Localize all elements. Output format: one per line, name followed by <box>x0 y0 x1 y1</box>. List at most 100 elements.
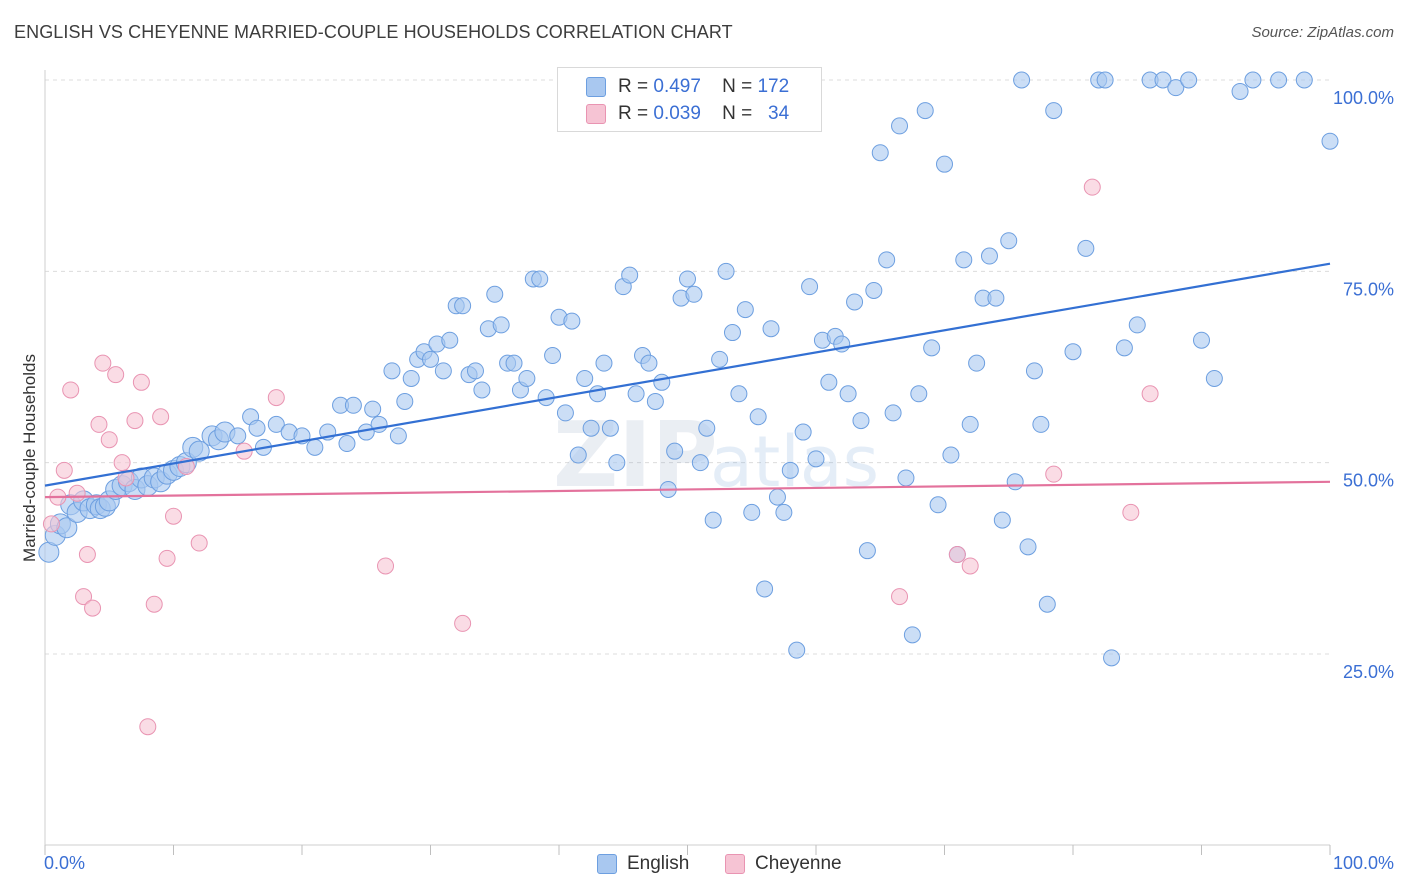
english-point <box>762 320 780 338</box>
english-point <box>820 373 838 391</box>
correlation-legend: R = 0.497 N = 172 R = 0.039 N = 34 <box>557 67 822 132</box>
english-point <box>306 438 324 456</box>
english-point <box>518 369 536 387</box>
english-point <box>698 419 716 437</box>
english-point <box>569 446 587 464</box>
english-point <box>891 117 909 135</box>
english-point <box>980 247 998 265</box>
english-point <box>775 503 793 521</box>
english-point <box>1295 71 1313 89</box>
english-point <box>1193 331 1210 349</box>
english-point <box>1019 538 1037 556</box>
english-point <box>878 251 896 269</box>
english-point <box>1128 316 1146 334</box>
english-point <box>1270 71 1288 89</box>
cheyenne-point <box>267 389 285 407</box>
english-point <box>1064 343 1082 361</box>
english-point <box>685 285 703 303</box>
trend-lines <box>44 262 1331 499</box>
data-points <box>38 71 1339 736</box>
english-point <box>486 285 504 303</box>
english-point <box>595 354 613 372</box>
legend-r-value: 0.039 <box>653 103 701 124</box>
english-point <box>531 270 549 288</box>
bottom-legend-label-cheyenne: Cheyenne <box>755 853 842 874</box>
cheyenne-point <box>90 415 108 433</box>
english-point <box>749 408 767 426</box>
bottom-legend-cheyenne: Cheyenne <box>725 852 842 876</box>
english-point <box>794 423 812 441</box>
bottom-legend-english: English <box>597 852 689 876</box>
english-point <box>1115 339 1133 357</box>
cheyenne-point <box>1045 465 1063 483</box>
english-point <box>942 446 960 464</box>
legend-swatch-english <box>586 77 606 97</box>
english-point <box>1038 595 1056 613</box>
english-point <box>691 454 709 472</box>
english-point <box>807 450 825 468</box>
legend-swatch-cheyenne <box>586 104 606 124</box>
english-point <box>229 427 247 445</box>
english-point <box>646 392 664 410</box>
english-point <box>1096 71 1114 89</box>
cheyenne-point <box>94 354 112 372</box>
english-point <box>961 415 979 433</box>
english-point <box>1000 232 1018 250</box>
y-tick-label: 75.0% <box>1343 279 1394 299</box>
english-point <box>505 354 523 372</box>
english-point <box>865 281 883 299</box>
cheyenne-point <box>132 373 150 391</box>
english-point <box>1231 82 1249 100</box>
bottom-swatch-cheyenne <box>725 854 745 874</box>
cheyenne-point <box>42 515 60 533</box>
english-point <box>987 289 1005 307</box>
cheyenne-point <box>454 614 472 632</box>
english-point <box>852 412 870 430</box>
watermark-atlas: atlas <box>710 421 879 503</box>
legend-r-label: R = <box>618 103 649 124</box>
cheyenne-point <box>158 549 176 567</box>
axis-labels: 25.0% 50.0% 75.0% 100.0% 0.0% 100.0% Married-c… <box>20 88 1394 873</box>
english-point <box>968 354 986 372</box>
legend-n-value: 172 <box>757 76 790 97</box>
cheyenne-point <box>377 557 395 575</box>
english-point <box>743 503 761 521</box>
legend-n-value: 34 <box>768 103 790 124</box>
chart-title: ENGLISH VS CHEYENNE MARRIED-COUPLE HOUSE… <box>14 22 733 42</box>
english-point <box>1321 132 1339 150</box>
english-point <box>608 454 626 472</box>
english-point <box>1244 71 1262 89</box>
cheyenne-point <box>190 534 208 552</box>
english-point <box>640 354 658 372</box>
english-point <box>916 102 934 120</box>
english-point <box>344 396 362 414</box>
english-point <box>1032 415 1050 433</box>
cheyenne-point <box>145 595 163 613</box>
zipatlas-watermark: ZIP atlas <box>553 403 879 508</box>
english-point <box>1154 71 1172 89</box>
cheyenne-point <box>961 557 979 575</box>
english-point <box>801 278 819 296</box>
english-point <box>666 442 684 460</box>
legend-r-value: 0.497 <box>653 76 701 97</box>
english-point <box>454 297 472 315</box>
cheyenne-point <box>78 546 96 564</box>
english-point <box>627 385 645 403</box>
cheyenne-point <box>100 431 118 449</box>
cheyenne-point <box>165 507 182 525</box>
english-point <box>730 385 748 403</box>
cheyenne-point <box>1083 178 1101 196</box>
english-point <box>858 542 876 560</box>
x-tick-label-max: 100.0% <box>1333 853 1394 873</box>
cheyenne-trend-line <box>44 480 1331 499</box>
cheyenne-point <box>152 408 170 426</box>
english-point <box>396 392 414 410</box>
english-point <box>1077 239 1095 257</box>
english-point <box>711 350 729 368</box>
cheyenne-point <box>84 599 102 617</box>
english-point <box>768 488 786 506</box>
english-point <box>1180 71 1198 89</box>
english-point <box>621 266 639 284</box>
english-point <box>563 312 581 330</box>
